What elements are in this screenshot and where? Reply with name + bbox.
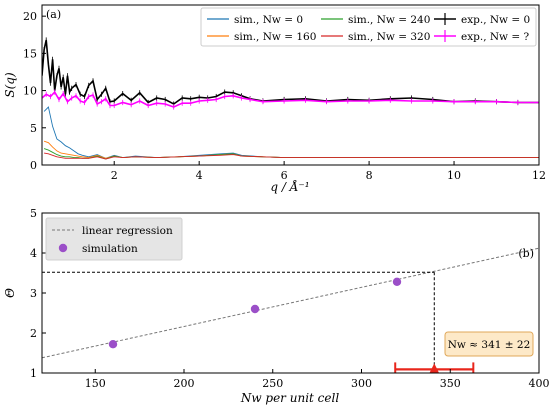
a-xtick-label-3: 8 [366, 169, 373, 182]
series-line-1 [43, 140, 539, 159]
b-ytick-label-2: 3 [30, 287, 37, 300]
panel-a-xlabel: q / Å⁻¹ [270, 179, 309, 194]
b-ytick-label-0: 1 [30, 367, 37, 380]
estimate-annotation: Nw ≈ 341 ± 22 [444, 331, 534, 357]
panel-b-xlabel: Nw per unit cell [240, 391, 340, 405]
series-line-5 [42, 90, 539, 108]
series-line-0 [43, 106, 539, 159]
legend-text-exp-0: exp., Nw = 0 [461, 14, 530, 26]
legend-entry-simulation: simulation [58, 243, 138, 255]
series-line-4 [42, 39, 539, 105]
a-ytick-label-3: 15 [23, 47, 37, 60]
a-ytick-label-4: 20 [23, 10, 37, 23]
panel-a-label: (a) [46, 8, 61, 21]
legend-text-sim-240: sim., Nw = 240 [348, 14, 430, 26]
panel-b-ticks: 150 200 250 300 350 400 1 2 3 4 5 [30, 207, 550, 390]
estimate-text: Nw ≈ 341 ± 22 [448, 339, 531, 351]
a-ytick-label-1: 5 [30, 122, 37, 135]
b-ytick-label-4: 5 [30, 207, 37, 220]
legend-text-sim-0: sim., Nw = 0 [234, 14, 303, 26]
estimate-box [444, 331, 534, 357]
legend-text-simulation: simulation [82, 243, 138, 255]
estimate-marker [429, 363, 440, 373]
legend-entry-sim-0: sim., Nw = 0 [207, 14, 303, 26]
panel-b-ylabel: Θ [3, 288, 17, 298]
legend-text-sim-320: sim., Nw = 320 [348, 31, 430, 43]
legend-entry-exp-unknown: exp., Nw = ? [434, 30, 530, 43]
legend-text-sim-160: sim., Nw = 160 [234, 31, 316, 43]
simulation-point-1 [250, 304, 260, 314]
legend-text-regression: linear regression [82, 225, 173, 237]
b-xtick-label-1: 200 [174, 377, 195, 390]
panel-a-legend: sim., Nw = 0 sim., Nw = 160 sim., Nw = 2… [200, 7, 537, 47]
a-ytick-label-0: 0 [30, 159, 37, 172]
legend-entry-sim-320: sim., Nw = 320 [321, 31, 430, 43]
b-ytick-label-3: 4 [30, 247, 37, 260]
panel-a-ylabel: S(q) [3, 72, 17, 98]
panel-b-legend-box [45, 217, 183, 261]
panel-a: 2 4 6 8 10 12 0 5 10 15 20 (a) q / Å⁻¹ S(q) sim., … [3, 4, 546, 194]
b-xtick-label-5: 400 [529, 377, 550, 390]
a-xtick-label-2: 6 [281, 169, 288, 182]
b-xtick-label-0: 150 [85, 377, 106, 390]
panel-a-series [42, 37, 539, 160]
simulation-point-2 [392, 277, 402, 286]
panel-b-legend: linear regression simulation [45, 217, 183, 261]
a-xtick-label-4: 10 [447, 169, 461, 182]
panel-b: 150 200 250 300 350 400 1 2 3 4 5 (b) Nw per unit … [3, 207, 550, 405]
series-line-3 [44, 152, 539, 160]
legend-entry-sim-240: sim., Nw = 240 [321, 14, 430, 26]
panel-a-xlabel-text: q / Å⁻¹ [270, 179, 309, 194]
panel-b-series [42, 247, 539, 373]
legend-entry-exp-0: exp., Nw = 0 [434, 13, 530, 26]
b-xtick-label-3: 300 [351, 377, 372, 390]
legend-entry-regression: linear regression [52, 225, 173, 237]
legend-text-exp-unknown: exp., Nw = ? [461, 31, 530, 43]
a-xtick-label-0: 2 [111, 169, 118, 182]
panel-a-frame [41, 4, 540, 166]
a-xtick-label-1: 4 [196, 169, 203, 182]
b-xtick-label-2: 250 [262, 377, 283, 390]
b-ytick-label-1: 2 [30, 327, 37, 340]
panel-a-ticks: 2 4 6 8 10 12 0 5 10 15 20 [23, 10, 546, 182]
legend-entry-sim-160: sim., Nw = 160 [207, 31, 316, 43]
a-ytick-label-2: 10 [23, 85, 37, 98]
a-xtick-label-5: 12 [532, 169, 546, 182]
b-xtick-label-4: 350 [440, 377, 461, 390]
panel-b-label: (b) [518, 247, 534, 260]
simulation-point-0 [108, 340, 118, 349]
